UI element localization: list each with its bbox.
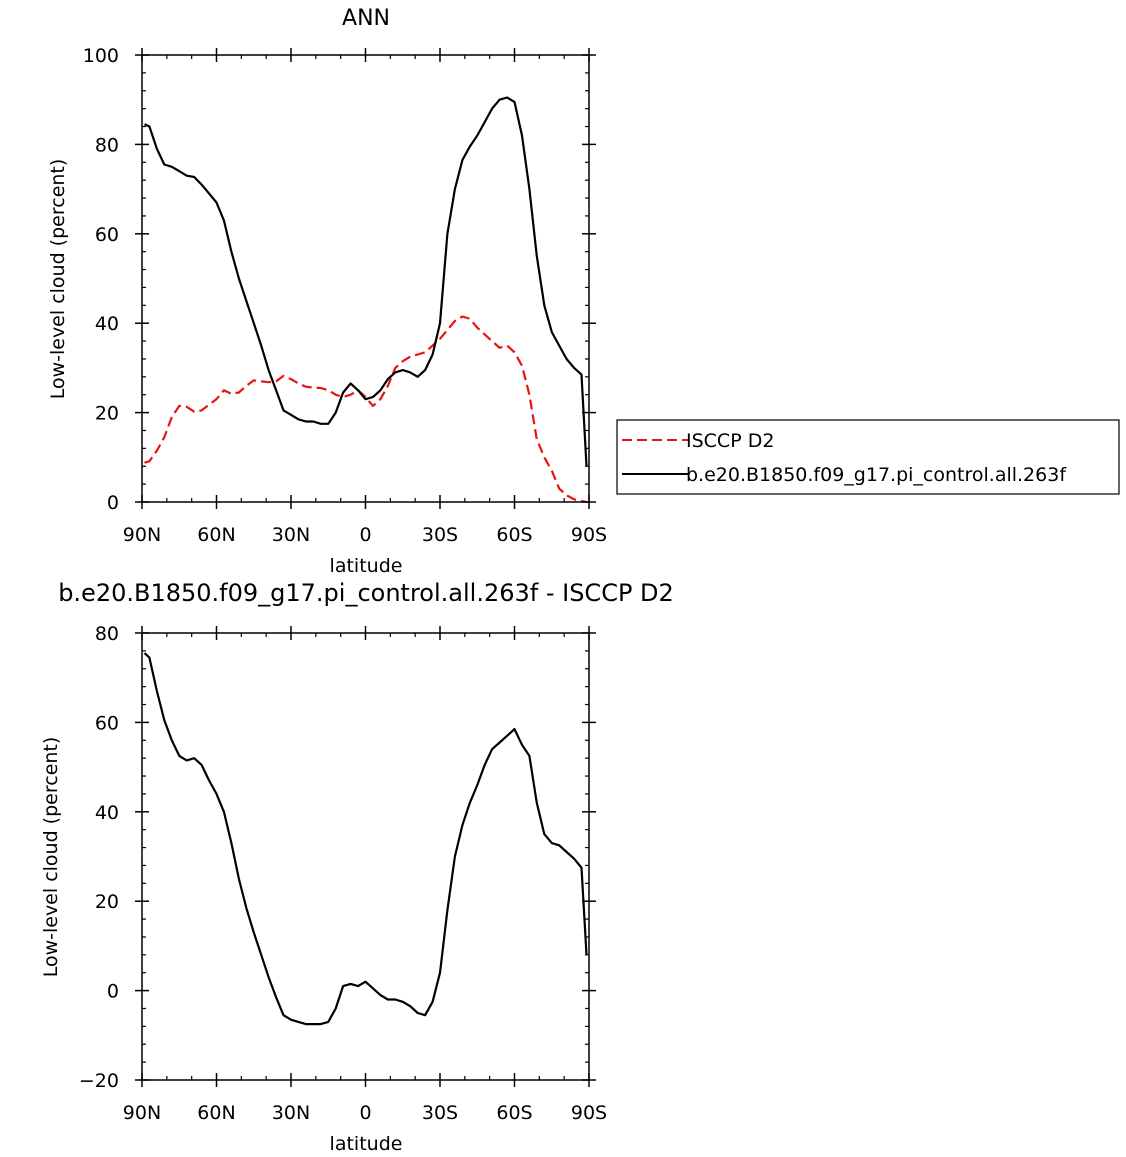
top-series-line-b-e20-b1850-f09-g17-pi-control-all-263f [144,96,588,467]
bottom-series-lines [143,652,588,1026]
top-y-tick-label: 20 [95,403,119,425]
top-x-tick-label: 0 [359,524,371,546]
legend-label-isccp: ISCCP D2 [686,430,774,452]
bottom-x-tick-label: 60N [197,1102,235,1124]
bottom-y-tick-label: 40 [95,802,119,824]
top-series-line-isccp-d2 [144,315,587,504]
bottom-x-tick-label: 90S [571,1102,607,1124]
legend: ISCCP D2 b.e20.B1850.f09_g17.pi_control.… [616,419,1120,495]
bottom-tick-labels: 90N 60N 30N 0 30S 60S 90S −20 0 20 40 60 80 [79,623,607,1124]
top-x-tick-label: 60N [197,524,235,546]
bottom-y-tick-label: 80 [95,623,119,645]
bottom-x-tick-label: 30N [272,1102,310,1124]
top-x-tick-label: 90N [123,524,161,546]
top-y-tick-label: 0 [107,492,119,514]
top-plot-frame [141,54,590,503]
top-x-tick-label: 30S [422,524,458,546]
top-x-tick-label: 90S [571,524,607,546]
top-y-tick-label: 100 [83,45,119,67]
bottom-x-axis-label: latitude [330,1133,403,1155]
top-x-tick-label: 30N [272,524,310,546]
top-x-axis-label: latitude [330,555,403,577]
legend-label-model: b.e20.B1850.f09_g17.pi_control.all.263f [686,464,1067,486]
bottom-y-tick-label: 0 [107,981,119,1003]
bottom-axis-ticks [135,626,596,1087]
bottom-y-tick-label: −20 [79,1070,119,1092]
top-tick-labels: 90N 60N 30N 0 30S 60S 90S 0 20 40 60 80 100 [83,45,607,546]
bottom-series-line-difference [143,652,588,1026]
bottom-plot-frame [141,632,590,1081]
top-y-tick-label: 40 [95,313,119,335]
bottom-x-tick-label: 30S [422,1102,458,1124]
bottom-panel: b.e20.B1850.f09_g17.pi_control.all.263f … [40,579,674,1155]
bottom-chart-title: b.e20.B1850.f09_g17.pi_control.all.263f … [58,579,674,607]
legend-box [616,419,1120,495]
bottom-x-tick-label: 0 [359,1102,371,1124]
top-y-tick-label: 60 [95,224,119,246]
bottom-y-axis-label: Low-level cloud (percent) [40,737,62,978]
top-series-lines [144,96,588,504]
top-chart-title: ANN [342,6,390,31]
top-axis-ticks [135,48,596,509]
bottom-x-tick-label: 60S [496,1102,532,1124]
bottom-x-tick-label: 90N [123,1102,161,1124]
top-panel: ANN 90N 60N 30N 0 30S 60S 90S 0 20 40 60 80 100 lati… [47,6,607,577]
top-y-tick-label: 80 [95,134,119,156]
bottom-y-tick-label: 20 [95,891,119,913]
bottom-y-tick-label: 60 [95,712,119,734]
top-y-axis-label: Low-level cloud (percent) [47,159,69,400]
top-x-tick-label: 60S [496,524,532,546]
